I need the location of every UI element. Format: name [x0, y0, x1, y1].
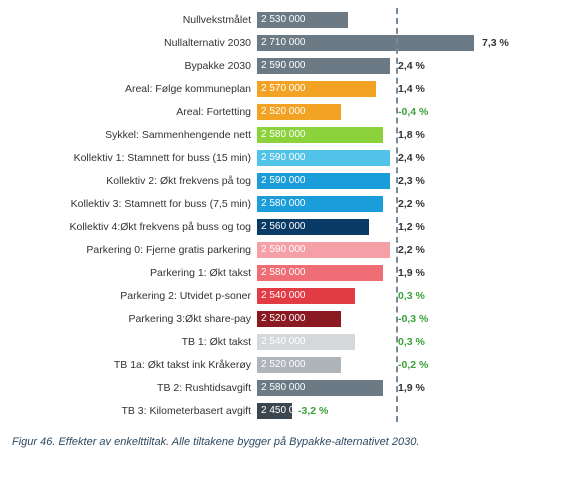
chart-row: TB 1: Økt takst 2 540 000 0,3 % [12, 330, 552, 353]
chart-row: TB 1a: Økt takst ink Kråkerøy 2 520 000 -0… [12, 353, 552, 376]
bar-zone: 2 580 000 1,8 % [257, 127, 552, 143]
row-label: TB 1a: Økt takst ink Kråkerøy [12, 359, 257, 371]
bar-zone: 2 540 000 0,3 % [257, 334, 552, 350]
chart-row: Parkering 1: Økt takst 2 580 000 1,9 % [12, 261, 552, 284]
row-label: Parkering 3:Økt share-pay [12, 313, 257, 325]
pct-label: 1,4 % [398, 81, 425, 97]
reference-line [396, 8, 398, 422]
bar-value: 2 580 000 [261, 380, 306, 396]
row-label: Nullvekstmålet [12, 14, 257, 26]
bar-zone: 2 590 000 2,4 % [257, 150, 552, 166]
row-label: Areal: Fortetting [12, 106, 257, 118]
row-label: Nullalternativ 2030 [12, 37, 257, 49]
bar-value: 2 570 000 [261, 81, 306, 97]
bar-value: 2 590 000 [261, 150, 306, 166]
bar-value: 2 580 000 [261, 196, 306, 212]
pct-label: 2,2 % [398, 242, 425, 258]
bar-zone: 2 520 000 -0,4 % [257, 104, 552, 120]
bar-value: 2 590 000 [261, 173, 306, 189]
pct-label: 0,3 % [398, 288, 425, 304]
chart-row: Parkering 0: Fjerne gratis parkering2 59… [12, 238, 552, 261]
bar-value: 2 580 000 [261, 265, 306, 281]
bar-zone: 2 530 000 [257, 12, 552, 28]
chart-row: Bypakke 2030 2 590 000 2,4 % [12, 54, 552, 77]
bar-zone: 2 580 000 1,9 % [257, 265, 552, 281]
bar-zone: 2 540 000 0,3 % [257, 288, 552, 304]
effects-bar-chart: Nullvekstmålet 2 530 000 Nullalternativ 20… [12, 8, 552, 422]
bar-value: 2 560 000 [261, 219, 306, 235]
chart-row: TB 2: Rushtidsavgift 2 580 000 1,9 % [12, 376, 552, 399]
pct-label: -3,2 % [298, 403, 328, 419]
row-label: TB 3: Kilometerbasert avgift [12, 405, 257, 417]
row-label: Parkering 1: Økt takst [12, 267, 257, 279]
chart-row: Areal: Følge kommuneplan 2 570 000 1,4 % [12, 77, 552, 100]
pct-label: 2,4 % [398, 58, 425, 74]
bar-value: 2 590 000 [261, 242, 306, 258]
pct-label: -0,4 % [398, 104, 428, 120]
chart-row: Parkering 2: Utvidet p-soner 2 540 000 0,3… [12, 284, 552, 307]
chart-row: Areal: Fortetting 2 520 000 -0,4 % [12, 100, 552, 123]
bar-value: 2 540 000 [261, 288, 306, 304]
bar-value: 2 520 000 [261, 104, 306, 120]
row-label: Kollektiv 2: Økt frekvens på tog [12, 175, 257, 187]
pct-label: 2,2 % [398, 196, 425, 212]
chart-row: Kollektiv 3: Stamnett for buss (7,5 min)… [12, 192, 552, 215]
pct-label: 0,3 % [398, 334, 425, 350]
chart-row: Kollektiv 4:Økt frekvens på buss og tog2… [12, 215, 552, 238]
row-label: TB 1: Økt takst [12, 336, 257, 348]
row-label: Parkering 0: Fjerne gratis parkering [12, 244, 257, 256]
row-label: Kollektiv 1: Stamnett for buss (15 min) [12, 152, 257, 164]
pct-label: 7,3 % [482, 35, 509, 51]
chart-row: TB 3: Kilometerbasert avgift2 450 000-3,… [12, 399, 552, 422]
chart-row: Sykkel: Sammenhengende nett 2 580 000 1,8 … [12, 123, 552, 146]
bar-value: 2 540 000 [261, 334, 306, 350]
row-label: Bypakke 2030 [12, 60, 257, 72]
bar-zone: 2 450 000-3,2 % [257, 403, 552, 419]
bar-zone: 2 590 000 2,3 % [257, 173, 552, 189]
chart-row: Kollektiv 1: Stamnett for buss (15 min)2… [12, 146, 552, 169]
chart-row: Parkering 3:Økt share-pay 2 520 000 -0,3 % [12, 307, 552, 330]
pct-label: 2,3 % [398, 173, 425, 189]
bar-zone: 2 710 000 7,3 % [257, 35, 552, 51]
row-label: Kollektiv 4:Økt frekvens på buss og tog [12, 221, 257, 233]
bar-zone: 2 590 000 2,4 % [257, 58, 552, 74]
bar-zone: 2 580 000 1,9 % [257, 380, 552, 396]
bar-zone: 2 580 000 2,2 % [257, 196, 552, 212]
chart-row: Nullvekstmålet 2 530 000 [12, 8, 552, 31]
pct-label: 2,4 % [398, 150, 425, 166]
bar-zone: 2 590 000 2,2 % [257, 242, 552, 258]
chart-row: Nullalternativ 2030 2 710 000 7,3 % [12, 31, 552, 54]
figure-caption: Figur 46. Effekter av enkelttiltak. Alle… [12, 436, 550, 448]
pct-label: 1,9 % [398, 265, 425, 281]
bar-value: 2 530 000 [261, 12, 306, 28]
pct-label: 1,9 % [398, 380, 425, 396]
bar-value: 2 710 000 [261, 35, 306, 51]
pct-label: -0,2 % [398, 357, 428, 373]
bar-zone: 2 520 000 -0,3 % [257, 311, 552, 327]
pct-label: 1,2 % [398, 219, 425, 235]
bar-zone: 2 570 000 1,4 % [257, 81, 552, 97]
bar-value: 2 580 000 [261, 127, 306, 143]
row-label: Parkering 2: Utvidet p-soner [12, 290, 257, 302]
row-label: TB 2: Rushtidsavgift [12, 382, 257, 394]
pct-label: -0,3 % [398, 311, 428, 327]
pct-label: 1,8 % [398, 127, 425, 143]
row-label: Sykkel: Sammenhengende nett [12, 129, 257, 141]
row-label: Areal: Følge kommuneplan [12, 83, 257, 95]
bar-zone: 2 520 000 -0,2 % [257, 357, 552, 373]
bar-value: 2 520 000 [261, 311, 306, 327]
bar-value: 2 520 000 [261, 357, 306, 373]
row-label: Kollektiv 3: Stamnett for buss (7,5 min) [12, 198, 257, 210]
bar-zone: 2 560 000 1,2 % [257, 219, 552, 235]
chart-row: Kollektiv 2: Økt frekvens på tog2 590 00… [12, 169, 552, 192]
bar-value: 2 590 000 [261, 58, 306, 74]
